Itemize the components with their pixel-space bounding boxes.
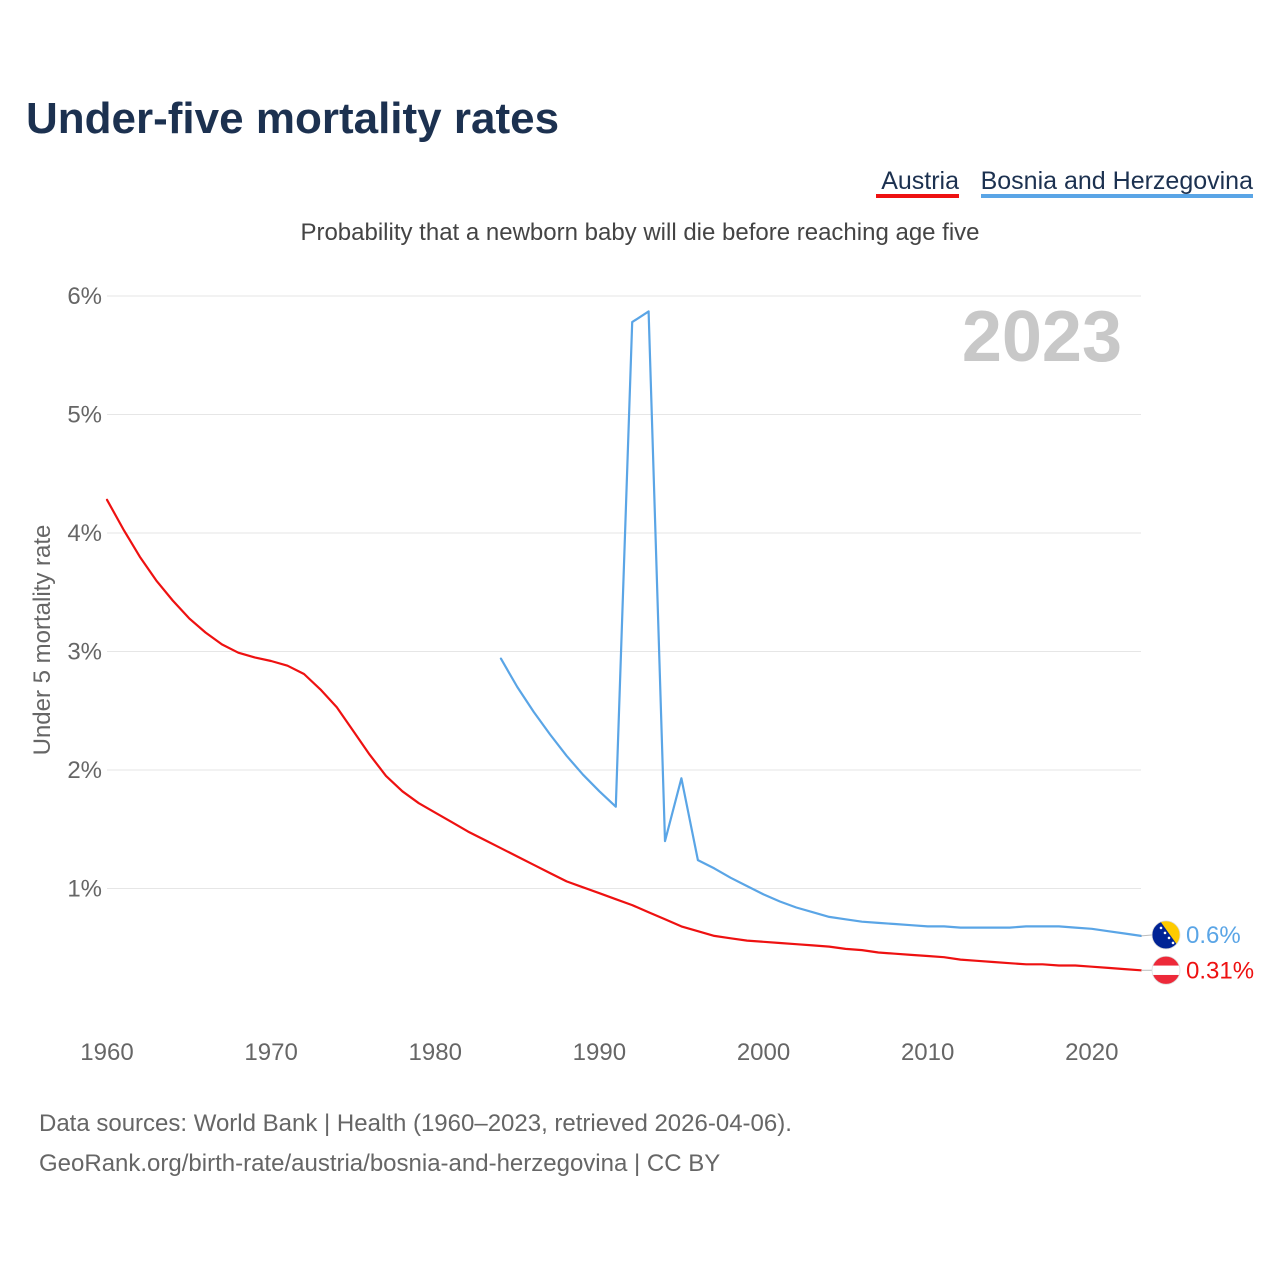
year-watermark: 2023 bbox=[962, 297, 1122, 377]
end-label-bosnia: 0.6% bbox=[1186, 922, 1241, 949]
y-tick-label: 2% bbox=[67, 757, 102, 784]
legend-item-austria[interactable]: Austria bbox=[876, 167, 959, 198]
x-axis-ticks: 1960 1970 1980 1990 2000 2010 2020 bbox=[80, 1039, 1118, 1066]
y-tick-label: 5% bbox=[67, 402, 102, 429]
chart-subtitle: Probability that a newborn baby will die… bbox=[300, 219, 979, 246]
x-tick-label: 1990 bbox=[573, 1039, 626, 1066]
end-labels: 0.31% 0.6% bbox=[1140, 920, 1254, 985]
x-tick-label: 2020 bbox=[1065, 1039, 1118, 1066]
end-label-austria: 0.31% bbox=[1186, 957, 1254, 984]
chart-title: Under-five mortality rates bbox=[26, 94, 559, 143]
y-axis-ticks: 1% 2% 3% 4% 5% 6% bbox=[67, 283, 102, 903]
legend-item-bosnia[interactable]: Bosnia and Herzegovina bbox=[981, 167, 1253, 198]
austria-flag-icon bbox=[1151, 955, 1181, 985]
y-axis-label: Under 5 mortality rate bbox=[29, 525, 56, 756]
legend-label-bosnia[interactable]: Bosnia and Herzegovina bbox=[981, 167, 1253, 195]
y-tick-label: 4% bbox=[67, 520, 102, 547]
x-tick-label: 1970 bbox=[244, 1039, 297, 1066]
y-tick-label: 3% bbox=[67, 639, 102, 666]
source-line-2[interactable]: GeoRank.org/birth-rate/austria/bosnia-an… bbox=[39, 1150, 720, 1177]
bosnia-flag-icon bbox=[1151, 920, 1181, 950]
legend: Austria Bosnia and Herzegovina bbox=[876, 167, 1253, 198]
y-tick-label: 6% bbox=[67, 283, 102, 310]
series-line-austria[interactable] bbox=[105, 498, 1143, 972]
series-line-bosnia[interactable] bbox=[499, 310, 1143, 938]
legend-label-austria[interactable]: Austria bbox=[881, 167, 959, 195]
end-connector-bosnia bbox=[1140, 934, 1154, 937]
series bbox=[105, 310, 1143, 972]
x-tick-label: 2010 bbox=[901, 1039, 954, 1066]
x-tick-label: 2000 bbox=[737, 1039, 790, 1066]
y-tick-label: 1% bbox=[67, 876, 102, 903]
x-tick-label: 1980 bbox=[409, 1039, 462, 1066]
x-tick-label: 1960 bbox=[80, 1039, 133, 1066]
source-line-1: Data sources: World Bank | Health (1960–… bbox=[39, 1110, 792, 1137]
